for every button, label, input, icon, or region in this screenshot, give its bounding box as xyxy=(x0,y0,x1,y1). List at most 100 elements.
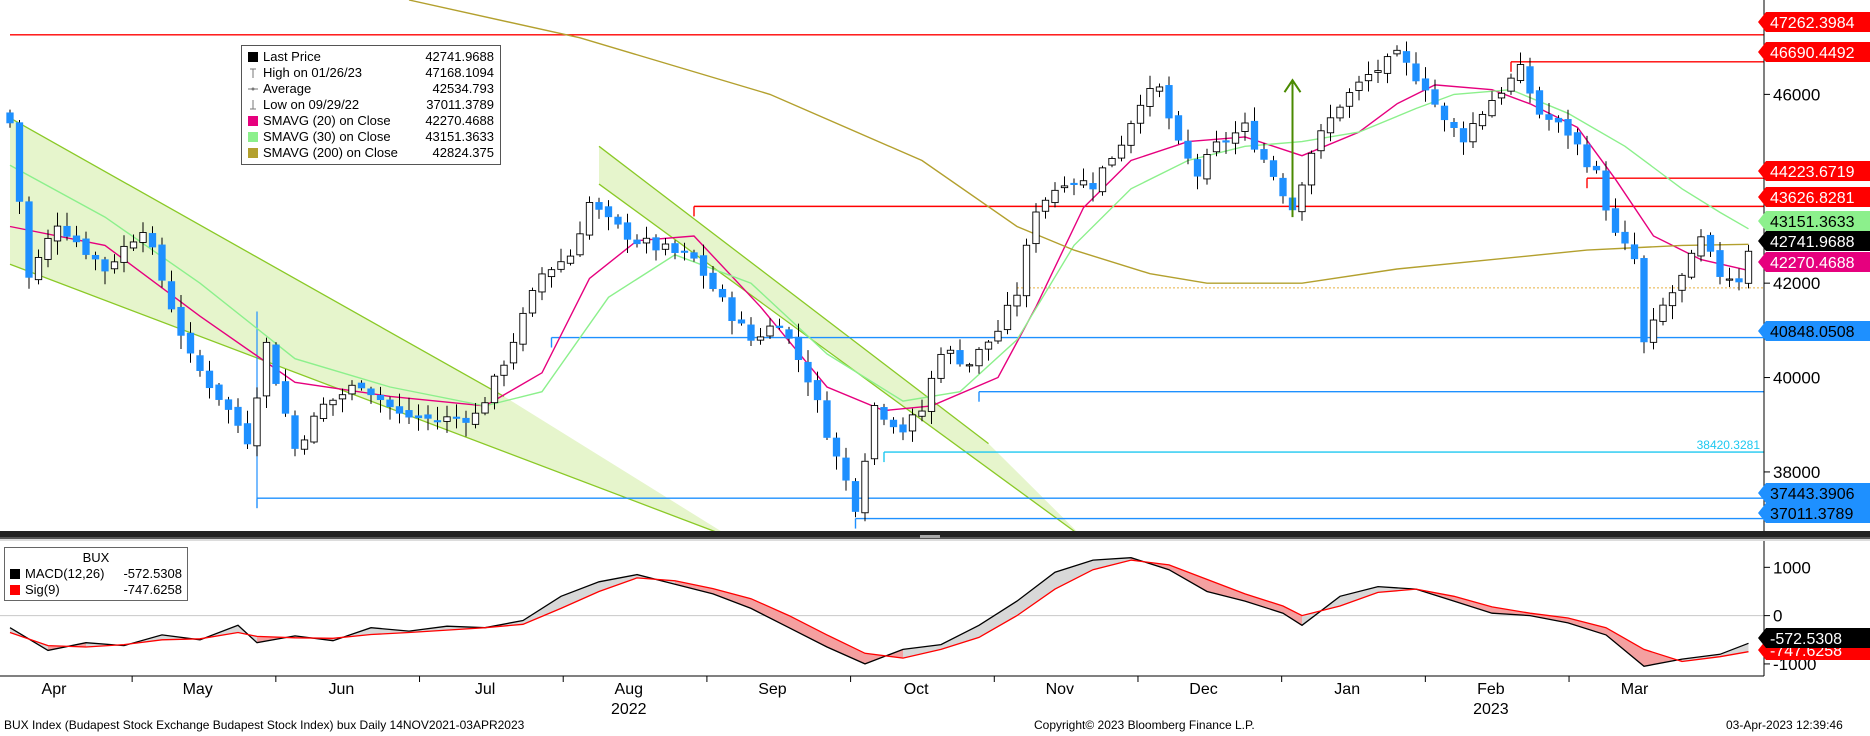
candle-body xyxy=(1212,141,1221,153)
candle-body xyxy=(1079,180,1088,186)
legend-swatch xyxy=(248,87,258,91)
macd-legend-value: -747.6258 xyxy=(123,582,182,597)
macd-tag-0-pointer xyxy=(1758,628,1766,648)
candle-body xyxy=(604,206,613,218)
candle-body xyxy=(1668,292,1677,307)
candle-body xyxy=(63,225,71,237)
month-label-aug: Aug xyxy=(615,681,643,698)
candle-body xyxy=(937,353,945,379)
legend-row: SMAVG (30) on Close 43151.3633 xyxy=(248,129,494,145)
candle-body xyxy=(1269,160,1278,177)
macd-histogram-fill xyxy=(713,588,751,609)
price-tag-9-bg xyxy=(1766,503,1870,523)
candle-body xyxy=(1611,208,1620,233)
price-tick-label-3: 46000 xyxy=(1773,85,1820,104)
candle-body xyxy=(1326,117,1335,134)
trend-channel-0 xyxy=(10,117,732,538)
candle-body xyxy=(690,252,698,259)
candle-body xyxy=(25,201,33,278)
candle-body xyxy=(167,281,176,310)
month-label-sep: Sep xyxy=(758,681,787,698)
candle-body xyxy=(357,382,366,389)
candle-body xyxy=(1697,236,1705,257)
month-label-dec: Dec xyxy=(1189,681,1217,698)
candle-body xyxy=(775,325,784,328)
macd-histogram-fill xyxy=(789,615,827,648)
macd-histogram-fill xyxy=(599,574,637,592)
candle-body xyxy=(1659,304,1667,322)
candle-body xyxy=(1051,189,1059,204)
trend-channel-1 xyxy=(599,146,1084,538)
legend-swatch xyxy=(248,132,258,142)
month-label-jun: Jun xyxy=(328,681,354,698)
legend-row: SMAVG (200) on Close 42824.375 xyxy=(248,145,494,161)
candle-body xyxy=(794,336,803,361)
candle-body xyxy=(253,397,261,447)
macd-histogram-fill xyxy=(1568,618,1606,635)
candle-body xyxy=(1602,170,1610,211)
legend-row: Average 42534.793 xyxy=(248,81,494,97)
panel-separator-light xyxy=(0,539,1870,541)
macd-histogram-fill xyxy=(523,596,561,625)
legend-swatch xyxy=(248,148,258,158)
month-label-may: May xyxy=(183,681,213,698)
legend-swatch xyxy=(248,116,258,126)
candle-body xyxy=(633,239,641,245)
candle-body xyxy=(205,370,214,389)
candle-body xyxy=(234,406,242,426)
candle-body xyxy=(813,380,822,401)
candle-body xyxy=(614,216,622,225)
candle-body xyxy=(832,437,841,457)
legend-name: SMAVG (20) on Close xyxy=(263,113,391,128)
month-label-apr: Apr xyxy=(42,681,68,698)
candle-body xyxy=(148,233,157,248)
price-tag-3-bg xyxy=(1766,187,1870,207)
month-label-nov: Nov xyxy=(1046,681,1074,698)
candle-body xyxy=(433,420,442,423)
macd-histogram-fill xyxy=(979,601,1017,638)
candle-body xyxy=(1516,64,1525,81)
candle-body xyxy=(91,254,100,260)
candle-body xyxy=(319,403,328,419)
macd-legend-name: Sig(9) xyxy=(25,582,60,597)
macd-histogram-fill xyxy=(827,634,865,664)
candle-body xyxy=(1687,252,1696,278)
legend-value: 42824.375 xyxy=(432,145,494,160)
price-tag-1: 46690.4492 xyxy=(1770,45,1855,62)
price-tag-6: 42270.4688 xyxy=(1770,255,1855,272)
macd-panel xyxy=(0,557,1764,667)
candle-body xyxy=(129,241,138,249)
candle-body xyxy=(452,416,461,419)
price-tag-8-pointer xyxy=(1758,483,1766,503)
candle-body xyxy=(1402,51,1411,63)
candle-body xyxy=(1630,244,1639,260)
footer-left: BUX Index (Budapest Stock Exchange Budap… xyxy=(4,718,525,732)
month-label-jul: Jul xyxy=(475,681,495,698)
price-tag-2-bg xyxy=(1766,161,1870,181)
candle-body xyxy=(1345,92,1354,107)
candle-body xyxy=(329,399,337,406)
macd-tag-0: -572.5308 xyxy=(1770,631,1842,648)
legend-value: 42270.4688 xyxy=(425,113,494,128)
candle-body xyxy=(1355,81,1363,91)
candle-body xyxy=(642,237,651,244)
candle-body xyxy=(566,255,575,264)
candle-body xyxy=(1706,234,1715,252)
candle-body xyxy=(870,405,879,460)
candle-body xyxy=(44,237,52,260)
price-tag-4-pointer xyxy=(1758,211,1766,231)
candle-body xyxy=(785,329,793,339)
candles xyxy=(6,41,1753,522)
candle-body xyxy=(338,394,347,400)
candle-body xyxy=(1649,319,1658,343)
price-tag-1-bg xyxy=(1766,42,1870,62)
price-tag-7: 40848.0508 xyxy=(1770,324,1855,341)
candle-body xyxy=(300,439,309,450)
candle-body xyxy=(975,348,983,367)
price-tag-8: 37443.3906 xyxy=(1770,486,1855,503)
candle-body xyxy=(1222,140,1230,143)
candle-body xyxy=(1488,100,1496,117)
macd-line-1 xyxy=(9,559,1749,663)
panel-grip xyxy=(920,535,940,538)
candle-body xyxy=(709,272,717,289)
